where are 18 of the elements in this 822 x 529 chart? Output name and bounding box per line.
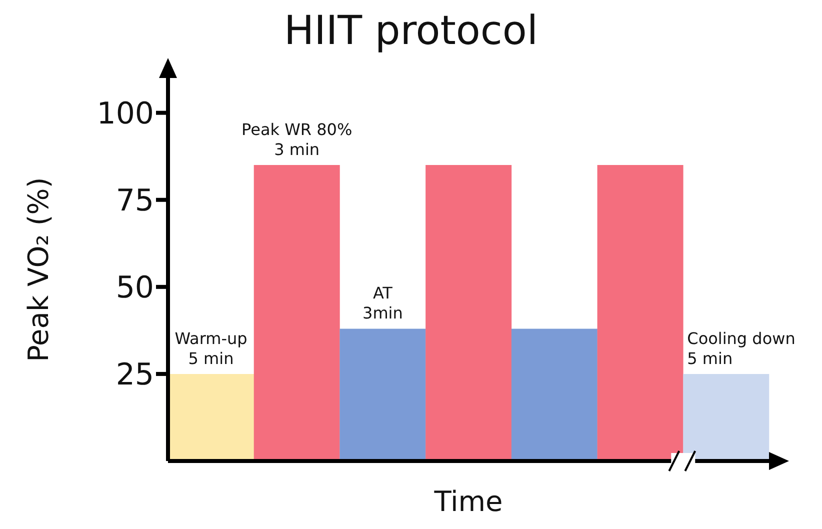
y-axis-title: Peak VO₂ (%) bbox=[22, 177, 55, 362]
y-tick-label: 100 bbox=[96, 96, 154, 132]
bar bbox=[426, 165, 512, 461]
bar bbox=[511, 328, 598, 461]
bar bbox=[340, 328, 426, 461]
chart-title: HIIT protocol bbox=[283, 8, 539, 54]
annotation: AT 3min bbox=[362, 284, 403, 323]
x-axis-title: Time bbox=[433, 485, 503, 518]
bar bbox=[168, 374, 254, 461]
y-tick-label: 75 bbox=[116, 184, 154, 219]
annotation: Cooling down 5 min bbox=[687, 328, 796, 368]
bar bbox=[597, 165, 684, 461]
bar bbox=[683, 374, 770, 461]
bar bbox=[254, 165, 340, 461]
y-tick-label: 25 bbox=[116, 358, 154, 393]
y-tick-label: 50 bbox=[116, 270, 154, 306]
annotation: Warm-up 5 min bbox=[174, 328, 248, 368]
annotation: Peak WR 80% 3 min bbox=[242, 120, 352, 160]
